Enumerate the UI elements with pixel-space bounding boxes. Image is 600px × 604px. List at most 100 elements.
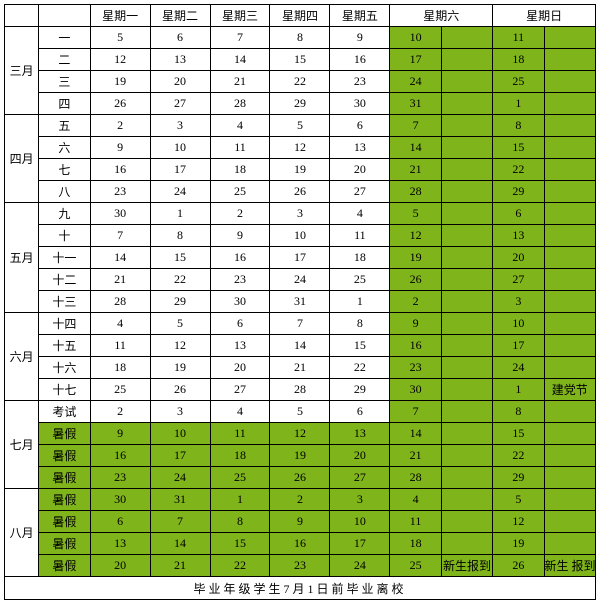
day-cell: 19 [150,357,210,379]
day-cell: 6 [330,401,390,423]
day-cell: 22 [150,269,210,291]
sun-note [544,401,595,423]
week-label: 十六 [39,357,90,379]
sun-note [544,247,595,269]
day-cell: 25 [210,467,270,489]
day-cell: 17 [150,159,210,181]
day-cell: 14 [150,533,210,555]
week-label: 考试 [39,401,90,423]
day-cell: 4 [330,203,390,225]
sun-date: 19 [493,533,544,555]
sat-date: 7 [390,401,441,423]
week-label: 暑假 [39,489,90,511]
header-weekday: 星期四 [270,5,330,27]
day-cell: 18 [330,247,390,269]
day-cell: 21 [90,269,150,291]
day-cell: 28 [90,291,150,313]
sun-date: 27 [493,269,544,291]
day-cell: 20 [150,71,210,93]
sun-date: 17 [493,335,544,357]
sun-note [544,71,595,93]
day-cell: 17 [270,247,330,269]
sun-date: 26 [493,555,544,577]
day-cell: 18 [210,445,270,467]
sun-note [544,225,595,247]
sat-date: 11 [390,511,441,533]
sun-date: 22 [493,159,544,181]
sun-date: 12 [493,511,544,533]
day-cell: 30 [90,203,150,225]
sun-note [544,49,595,71]
sat-date: 23 [390,357,441,379]
day-cell: 23 [210,269,270,291]
day-cell: 30 [330,93,390,115]
day-cell: 2 [270,489,330,511]
sat-note [441,533,492,555]
day-cell: 20 [210,357,270,379]
sat-note [441,27,492,49]
day-cell: 9 [210,225,270,247]
sat-note [441,511,492,533]
day-cell: 9 [270,511,330,533]
sun-date: 24 [493,357,544,379]
day-cell: 9 [330,27,390,49]
day-cell: 26 [270,467,330,489]
sun-note [544,181,595,203]
day-cell: 1 [210,489,270,511]
sun-date: 1 [493,379,544,401]
sun-date: 29 [493,467,544,489]
sat-note [441,159,492,181]
day-cell: 7 [150,511,210,533]
day-cell: 12 [270,423,330,445]
day-cell: 4 [210,115,270,137]
day-cell: 13 [330,137,390,159]
sat-date: 19 [390,247,441,269]
week-label: 十四 [39,313,90,335]
sun-note: 建党节 [544,379,595,401]
sun-note: 新生 报到 [544,555,595,577]
sat-date: 28 [390,467,441,489]
sat-date: 4 [390,489,441,511]
sat-date: 10 [390,27,441,49]
month-label: 六月 [5,313,39,401]
day-cell: 26 [150,379,210,401]
day-cell: 16 [90,159,150,181]
sun-date: 15 [493,423,544,445]
day-cell: 28 [270,379,330,401]
sun-date: 8 [493,401,544,423]
sat-note [441,291,492,313]
day-cell: 30 [90,489,150,511]
day-cell: 22 [330,357,390,379]
day-cell: 3 [150,115,210,137]
sun-note [544,335,595,357]
sat-date: 17 [390,49,441,71]
day-cell: 19 [90,71,150,93]
day-cell: 29 [150,291,210,313]
day-cell: 21 [210,71,270,93]
day-cell: 28 [210,93,270,115]
day-cell: 13 [150,49,210,71]
sat-note [441,401,492,423]
month-label: 三月 [5,27,39,115]
day-cell: 23 [330,71,390,93]
day-cell: 24 [150,181,210,203]
sat-date: 5 [390,203,441,225]
day-cell: 6 [150,27,210,49]
day-cell: 8 [330,313,390,335]
sun-note [544,445,595,467]
sun-note [544,291,595,313]
sat-note [441,49,492,71]
footer-note: 毕业年级学生7月1日前毕业离校 [5,577,596,600]
month-label: 五月 [5,203,39,313]
sun-note [544,489,595,511]
sun-note [544,27,595,49]
day-cell: 31 [270,291,330,313]
sat-note [441,247,492,269]
day-cell: 15 [150,247,210,269]
day-cell: 2 [210,203,270,225]
day-cell: 3 [150,401,210,423]
day-cell: 22 [270,71,330,93]
day-cell: 20 [330,445,390,467]
day-cell: 2 [90,115,150,137]
week-label: 五 [39,115,90,137]
